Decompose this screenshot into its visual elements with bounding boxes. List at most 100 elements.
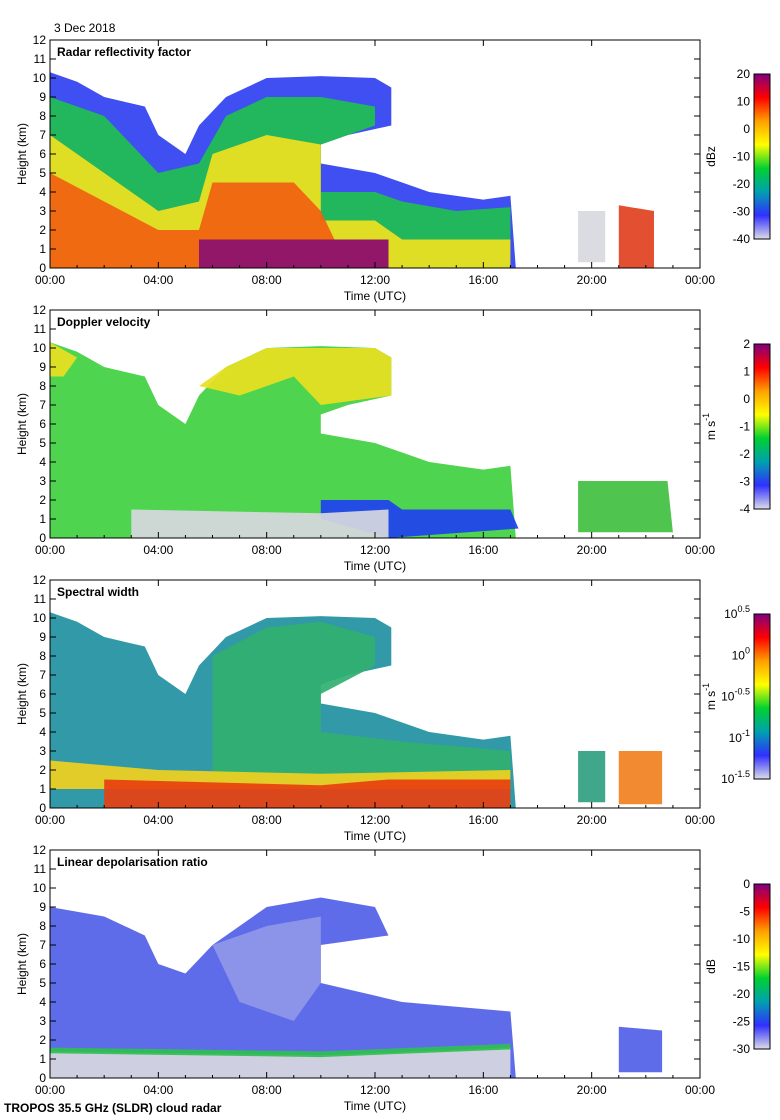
x-axis-label: Time (UTC) xyxy=(344,289,406,303)
x-tick-label: 20:00 xyxy=(577,813,607,827)
colorbar-tick-label: -10 xyxy=(733,932,751,946)
echo-region xyxy=(50,342,78,377)
data-layer xyxy=(50,897,663,1078)
echo-region xyxy=(50,1047,511,1078)
colorbar-tick-label: -30 xyxy=(733,1042,751,1056)
y-tick-label: 10 xyxy=(33,881,47,895)
y-tick-label: 1 xyxy=(39,1052,46,1066)
y-tick-label: 10 xyxy=(33,341,47,355)
colorbar-tick-label: 100 xyxy=(732,645,750,662)
colorbar-tick-label: 2 xyxy=(743,337,750,351)
y-axis-label: Height (km) xyxy=(15,123,29,185)
x-tick-label: 00:00 xyxy=(685,813,715,827)
y-tick-label: 7 xyxy=(39,668,46,682)
y-tick-label: 5 xyxy=(39,976,46,990)
colorbar-tick-label: -1 xyxy=(739,420,750,434)
y-tick-label: 12 xyxy=(33,303,47,317)
y-tick-label: 8 xyxy=(39,919,46,933)
y-axis-label: Height (km) xyxy=(15,393,29,455)
echo-region xyxy=(578,481,673,533)
colorbar-tick-label: 100.5 xyxy=(724,604,750,621)
y-tick-label: 6 xyxy=(39,147,46,161)
x-tick-label: 20:00 xyxy=(577,273,607,287)
x-tick-label: 08:00 xyxy=(252,1083,282,1097)
y-tick-label: 7 xyxy=(39,938,46,952)
x-tick-label: 00:00 xyxy=(35,1083,65,1097)
panel-4: Linear depolarisation ratio0123456789101… xyxy=(15,843,771,1113)
colorbar-tick-label: 0 xyxy=(743,877,750,891)
colorbar-tick-label: 1 xyxy=(743,365,750,379)
colorbar-tick-label: -20 xyxy=(733,987,751,1001)
echo-region xyxy=(50,342,516,538)
colorbar-tick-label: -15 xyxy=(733,960,751,974)
x-tick-label: 08:00 xyxy=(252,273,282,287)
panel-title: Spectral width xyxy=(57,585,139,599)
colorbar-tick-label: 20 xyxy=(737,67,751,81)
x-axis-label: Time (UTC) xyxy=(344,559,406,573)
y-tick-label: 5 xyxy=(39,166,46,180)
y-tick-label: 6 xyxy=(39,417,46,431)
x-tick-label: 00:00 xyxy=(685,273,715,287)
echo-region xyxy=(212,916,321,1021)
y-tick-label: 4 xyxy=(39,185,46,199)
x-tick-label: 20:00 xyxy=(577,1083,607,1097)
y-tick-label: 11 xyxy=(34,52,47,66)
y-tick-label: 4 xyxy=(39,995,46,1009)
x-tick-label: 16:00 xyxy=(468,1083,498,1097)
colorbar-tick-label: -3 xyxy=(739,475,750,489)
y-tick-label: 10 xyxy=(33,611,47,625)
colorbar-tick-label: -5 xyxy=(739,905,750,919)
y-tick-label: 3 xyxy=(39,1014,46,1028)
y-tick-label: 9 xyxy=(39,900,46,914)
panel-title: Radar reflectivity factor xyxy=(57,45,191,59)
y-tick-label: 12 xyxy=(33,843,47,857)
colorbar-tick-label: 10 xyxy=(737,95,751,109)
x-tick-label: 04:00 xyxy=(143,813,173,827)
colorbar-tick-label: -20 xyxy=(733,177,751,191)
colorbar-tick-label: -40 xyxy=(733,232,751,246)
y-tick-label: 10 xyxy=(33,71,47,85)
x-tick-label: 12:00 xyxy=(360,1083,390,1097)
colorbar-label: m s-1 xyxy=(701,413,718,440)
y-tick-label: 5 xyxy=(39,436,46,450)
y-tick-label: 1 xyxy=(39,512,46,526)
colorbar xyxy=(753,343,771,510)
colorbar-tick-label: -10 xyxy=(733,150,751,164)
y-tick-label: 12 xyxy=(33,33,47,47)
panel-1: Radar reflectivity factor012345678910111… xyxy=(15,33,771,303)
x-tick-label: 08:00 xyxy=(252,813,282,827)
y-tick-label: 6 xyxy=(39,687,46,701)
echo-region xyxy=(618,751,663,805)
echo-region xyxy=(212,621,511,780)
y-axis-label: Height (km) xyxy=(15,663,29,725)
panel-title: Doppler velocity xyxy=(57,315,151,329)
x-tick-label: 20:00 xyxy=(577,543,607,557)
y-tick-label: 7 xyxy=(39,398,46,412)
y-tick-label: 3 xyxy=(39,474,46,488)
colorbar-label: dB xyxy=(704,959,718,974)
echo-region xyxy=(104,779,511,808)
y-tick-label: 12 xyxy=(33,573,47,587)
x-tick-label: 16:00 xyxy=(468,813,498,827)
y-tick-label: 0 xyxy=(39,261,46,275)
y-tick-label: 0 xyxy=(39,1071,46,1085)
x-tick-label: 16:00 xyxy=(468,543,498,557)
echo-region xyxy=(131,509,389,538)
y-tick-label: 1 xyxy=(39,782,46,796)
x-tick-label: 00:00 xyxy=(35,813,65,827)
colorbar xyxy=(753,73,771,240)
colorbar-tick-label: -4 xyxy=(739,502,750,516)
echo-region xyxy=(578,211,606,263)
echo-region xyxy=(578,751,606,803)
colorbar-tick-label: 10-0.5 xyxy=(721,687,750,704)
x-tick-label: 04:00 xyxy=(143,543,173,557)
panel-title: Linear depolarisation ratio xyxy=(57,855,208,869)
x-axis-label: Time (UTC) xyxy=(344,1099,406,1113)
y-tick-label: 8 xyxy=(39,379,46,393)
colorbar-label: m s-1 xyxy=(701,683,718,710)
x-tick-label: 00:00 xyxy=(35,273,65,287)
echo-region xyxy=(199,239,389,268)
y-tick-label: 9 xyxy=(39,360,46,374)
